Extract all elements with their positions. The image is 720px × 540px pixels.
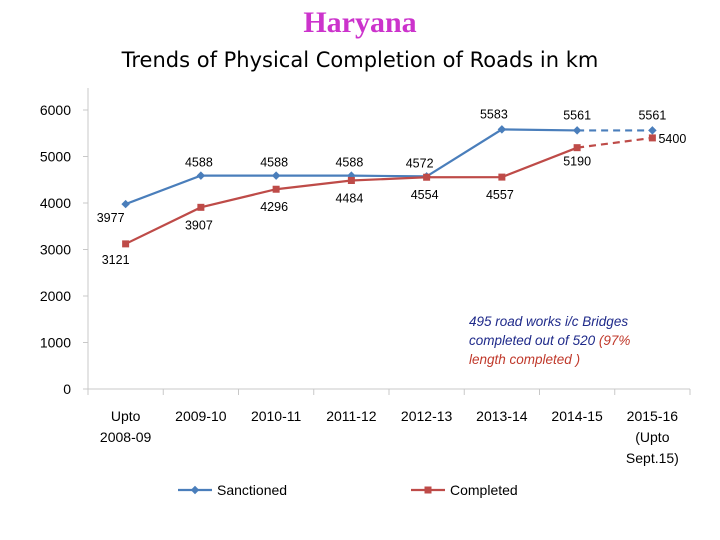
annotation-note: 495 road works i/c Bridges completed out… bbox=[469, 312, 684, 369]
data-label: 4557 bbox=[486, 188, 514, 202]
x-category-label: Sept.15) bbox=[626, 450, 679, 466]
marker-completed bbox=[423, 173, 431, 181]
y-tick-label: 1000 bbox=[40, 335, 71, 351]
x-category-label: Upto bbox=[111, 408, 141, 424]
data-label: 4484 bbox=[335, 191, 363, 205]
y-tick-label: 0 bbox=[63, 381, 71, 397]
data-label: 4588 bbox=[185, 156, 213, 170]
data-label: 5400 bbox=[658, 132, 686, 146]
chart-title: Trends of Physical Completion of Roads i… bbox=[121, 48, 599, 72]
x-category-label: 2011-12 bbox=[326, 408, 377, 424]
data-label: 5583 bbox=[480, 107, 508, 121]
x-category-label: 2015-16 bbox=[627, 408, 679, 424]
y-tick-label: 6000 bbox=[40, 102, 71, 118]
note-line-2: completed out of 520 (97% bbox=[469, 331, 684, 350]
marker-completed bbox=[197, 203, 205, 211]
y-tick-label: 3000 bbox=[40, 242, 71, 258]
x-category-label: 2012-13 bbox=[401, 408, 453, 424]
data-label: 3977 bbox=[97, 211, 125, 225]
x-category-label: (Upto bbox=[635, 429, 669, 445]
data-label: 5561 bbox=[638, 108, 666, 122]
marker-sanctioned bbox=[271, 171, 281, 180]
marker-sanctioned bbox=[648, 126, 657, 135]
x-category-label: 2008-09 bbox=[100, 429, 152, 445]
data-label: 3121 bbox=[102, 253, 130, 267]
legend-marker-completed bbox=[424, 486, 432, 494]
data-label: 5190 bbox=[563, 155, 591, 169]
data-label: 3907 bbox=[185, 218, 213, 232]
marker-sanctioned bbox=[497, 125, 507, 134]
marker-completed bbox=[498, 173, 506, 181]
data-label: 4554 bbox=[411, 188, 439, 202]
legend-label-completed: Completed bbox=[450, 482, 518, 498]
marker-completed bbox=[648, 134, 656, 142]
marker-completed bbox=[573, 144, 581, 152]
marker-sanctioned bbox=[121, 199, 130, 209]
state-title: Haryana bbox=[303, 6, 417, 39]
note-line-3: length completed ) bbox=[469, 352, 581, 367]
y-tick-label: 5000 bbox=[40, 149, 71, 165]
y-tick-label: 2000 bbox=[40, 288, 71, 304]
note-line-1: 495 road works i/c Bridges bbox=[469, 314, 629, 329]
marker-completed bbox=[347, 176, 355, 184]
note-line-2a: completed out of 520 bbox=[469, 333, 599, 348]
data-label: 4296 bbox=[260, 200, 288, 214]
legend-marker-sanctioned bbox=[190, 485, 200, 495]
note-line-2b: (97% bbox=[598, 333, 631, 348]
marker-completed bbox=[272, 185, 280, 193]
series-projection-completed bbox=[576, 136, 653, 149]
y-tick-label: 4000 bbox=[40, 195, 71, 211]
x-category-label: 2010-11 bbox=[251, 408, 302, 424]
legend-label-sanctioned: Sanctioned bbox=[217, 482, 287, 498]
data-label: 4588 bbox=[335, 156, 363, 170]
x-category-label: 2014-15 bbox=[551, 408, 603, 424]
data-label: 4588 bbox=[260, 156, 288, 170]
data-label: 4572 bbox=[406, 156, 434, 170]
x-category-label: 2013-14 bbox=[476, 408, 528, 424]
marker-sanctioned bbox=[196, 171, 206, 180]
x-category-label: 2009-10 bbox=[175, 408, 227, 424]
data-label: 5561 bbox=[563, 108, 591, 122]
marker-completed bbox=[122, 240, 130, 248]
marker-sanctioned bbox=[572, 126, 582, 135]
